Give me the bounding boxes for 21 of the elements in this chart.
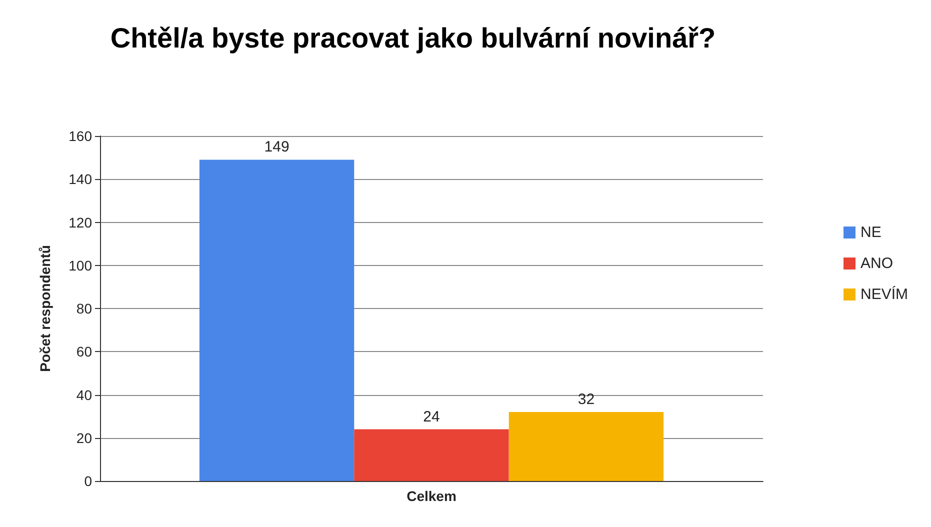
- y-tick-label: 80: [76, 300, 92, 316]
- y-axis-title: Počet respondentů: [37, 245, 53, 372]
- y-tick-label: 100: [68, 257, 92, 274]
- y-tick-label: 20: [76, 430, 92, 446]
- y-tick-label: 60: [76, 344, 92, 360]
- legend-label: NE: [860, 224, 882, 241]
- y-tick-label: 120: [68, 214, 92, 230]
- data-label: 32: [578, 391, 595, 408]
- x-tick-label: Celkem: [406, 488, 456, 504]
- legend-label: NEVÍM: [860, 285, 908, 303]
- bar: [508, 412, 664, 481]
- y-tick-label: 40: [76, 386, 92, 403]
- bar: [199, 160, 354, 481]
- data-label: 24: [423, 408, 440, 426]
- data-label: 149: [264, 138, 290, 156]
- y-tick-label: 160: [68, 128, 92, 144]
- legend-label: ANO: [860, 255, 894, 272]
- y-tick-label: 140: [68, 171, 92, 188]
- y-tick-label: 0: [84, 473, 92, 489]
- chart-title: Chtěl/a byste pracovat jako bulvární novinář?: [110, 22, 716, 54]
- bar: [354, 429, 509, 481]
